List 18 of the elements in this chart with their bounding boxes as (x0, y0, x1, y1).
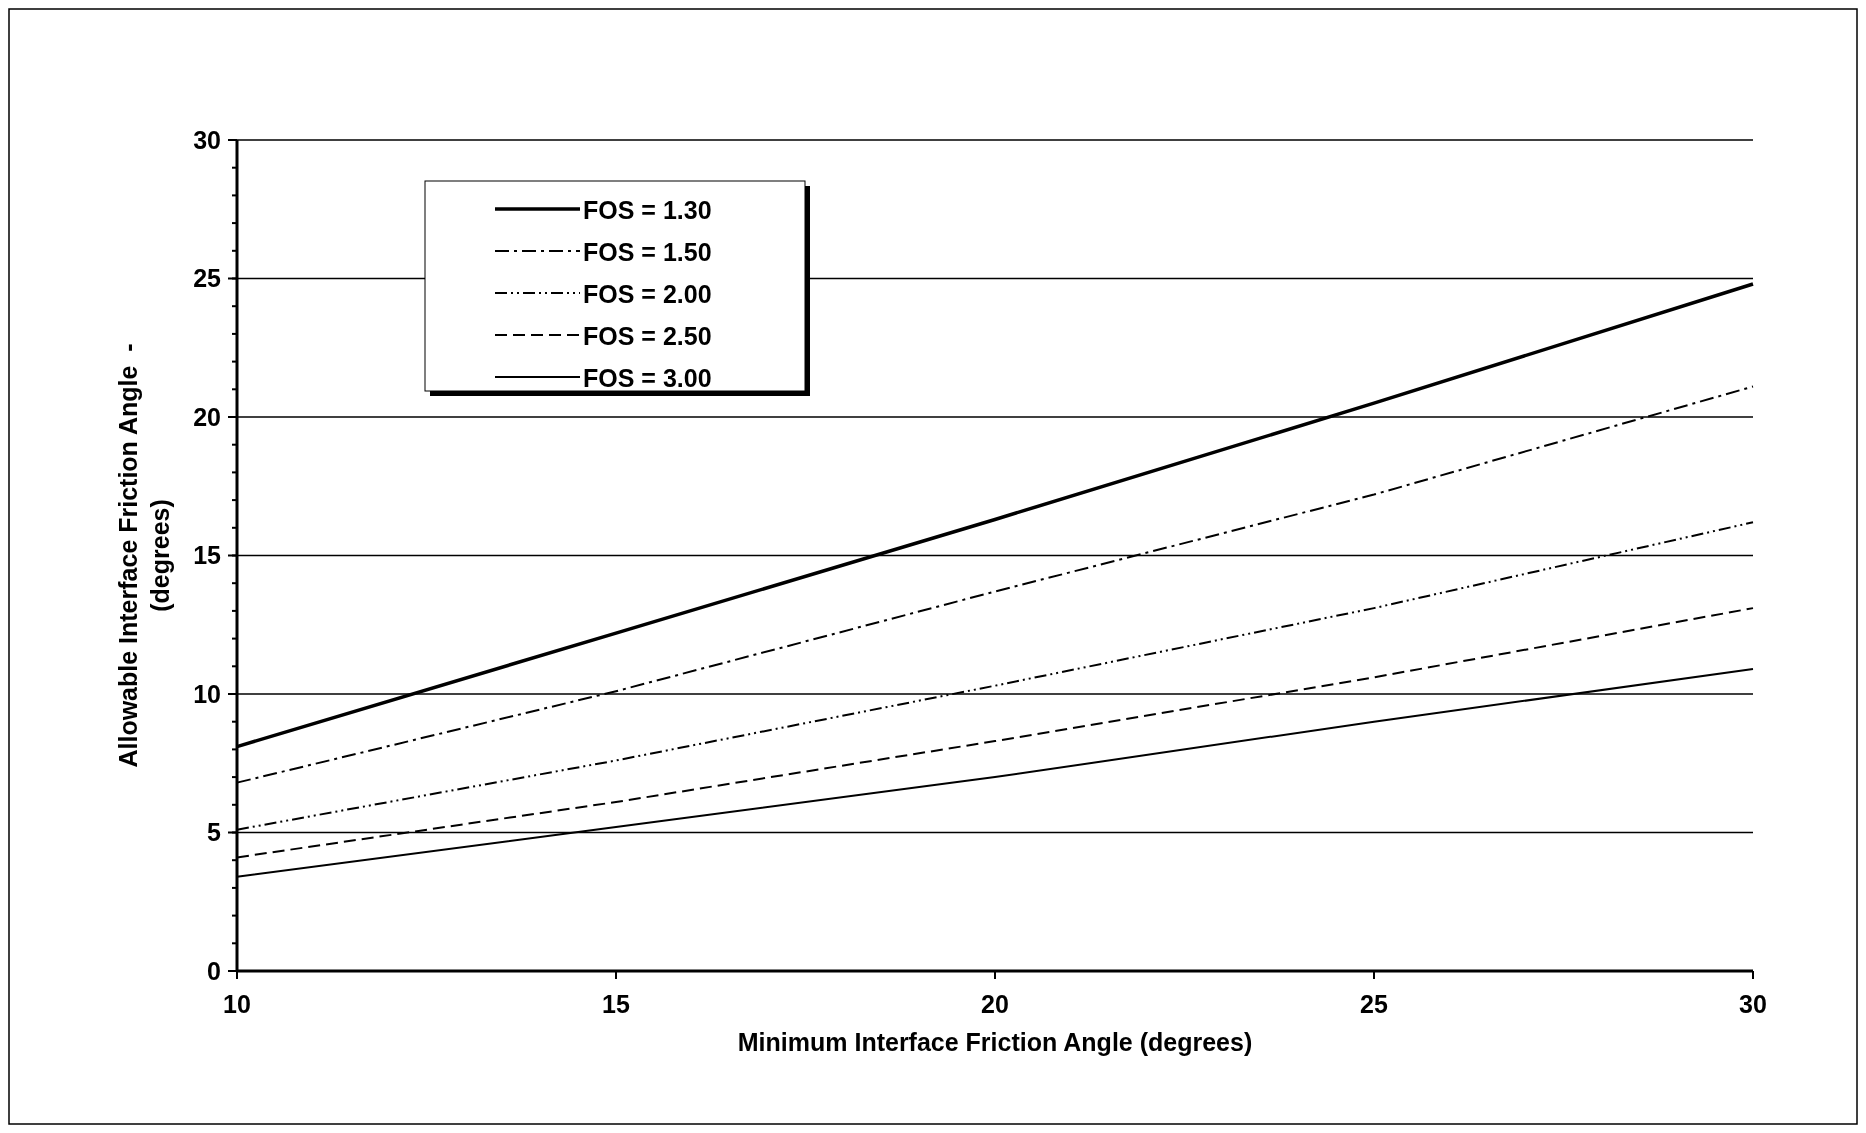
x-tick-label: 20 (981, 990, 1009, 1018)
y-tick-label: 0 (207, 956, 221, 985)
y-tick-label: 20 (193, 402, 221, 431)
legend-label: FOS = 3.00 (583, 364, 712, 392)
y-tick-label: 25 (193, 264, 222, 293)
y-axis-title: Allowable Interface Friction Angle - (degrees) (114, 343, 174, 768)
legend-label: FOS = 1.50 (583, 238, 712, 266)
legend-label: FOS = 2.50 (583, 322, 712, 350)
legend-label: FOS = 2.00 (583, 280, 712, 308)
y-tick-label: 30 (193, 125, 221, 154)
x-axis-title: Minimum Interface Friction Angle (degrees) (737, 1028, 1253, 1056)
x-tick-label: 15 (602, 990, 630, 1018)
y-tick-label: 10 (193, 679, 221, 708)
y-tick-label: 15 (193, 541, 222, 570)
x-tick-label: 25 (1360, 990, 1388, 1018)
legend-label: FOS = 1.30 (583, 196, 712, 224)
y-tick-label: 5 (207, 818, 222, 847)
x-tick-label: 30 (1739, 990, 1767, 1018)
